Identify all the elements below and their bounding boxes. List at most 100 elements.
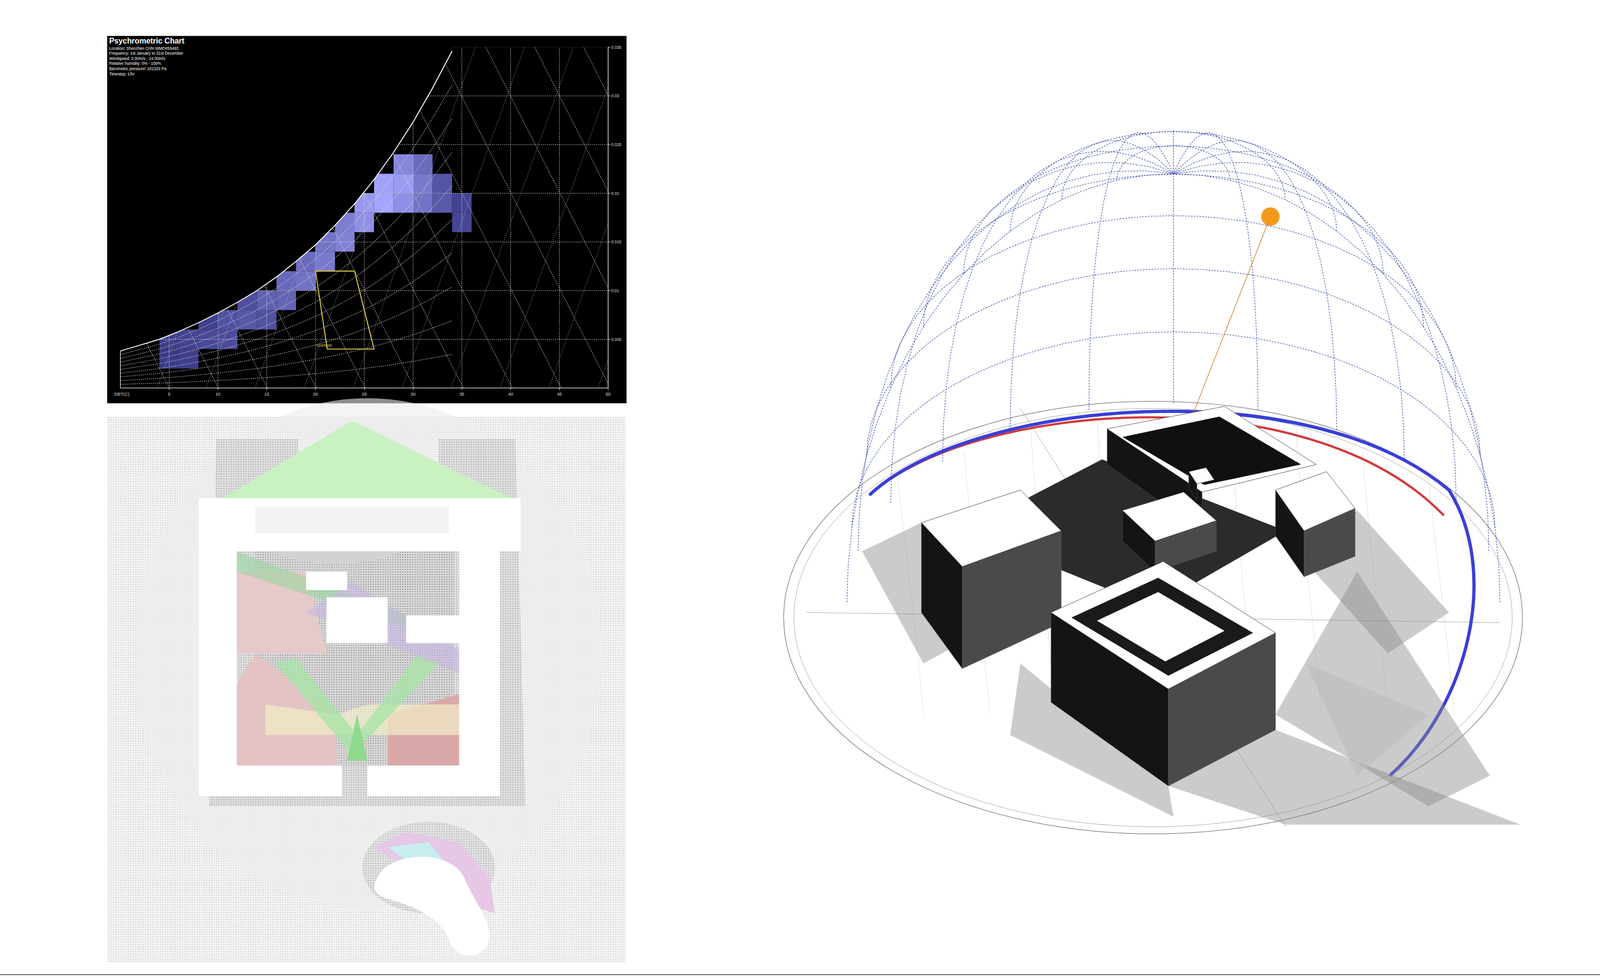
enthalpy-line — [0, 47, 121, 389]
building-roof — [1096, 592, 1225, 662]
enthalpy-line — [289, 47, 464, 389]
y-tick-label: 0.035 — [611, 44, 622, 50]
y-tick — [607, 95, 610, 97]
rh-line — [120, 152, 453, 363]
left-edge — [119, 351, 121, 389]
bottom-rule — [0, 974, 1600, 976]
x-axis-label: DBT(C) — [114, 391, 130, 397]
density-cell — [373, 192, 394, 213]
rh-line — [120, 219, 453, 370]
enthalpy-line — [93, 47, 268, 389]
wetbulb-line — [450, 47, 574, 389]
rh-line — [120, 185, 453, 366]
chart-panel — [107, 35, 627, 403]
density-cell — [218, 310, 238, 330]
wetbulb-line — [108, 47, 231, 389]
plan-halo — [132, 398, 602, 909]
building-roof — [1051, 561, 1276, 690]
enthalpy-line — [485, 47, 660, 389]
wetbulb-line — [696, 47, 819, 389]
density-cell — [432, 192, 452, 213]
azimuth-line — [942, 151, 1174, 462]
x-tick-label: 45 — [556, 391, 562, 397]
wetbulb-line — [254, 47, 378, 389]
x-tick-label: 30 — [410, 391, 416, 397]
sun — [1261, 207, 1280, 226]
chart-subtitle: Timestep: 1/hr — [109, 72, 135, 77]
azimuth-line — [1010, 140, 1174, 430]
density-cell — [198, 310, 218, 330]
rh-line — [120, 253, 453, 374]
enthalpy-line — [436, 47, 611, 389]
grid-line — [120, 144, 608, 145]
plan-building — [459, 498, 500, 797]
grid-line — [607, 47, 609, 389]
density-cell — [178, 349, 199, 369]
plan-ray — [346, 714, 368, 761]
wetbulb-line — [744, 47, 868, 389]
chart-title: Psychrometric Chart — [109, 36, 185, 45]
rh-line — [120, 286, 453, 377]
wetbulb-line — [304, 47, 427, 389]
density-cell — [393, 154, 414, 174]
enthalpy-line — [44, 47, 219, 389]
site-plan — [107, 398, 626, 963]
y-tick-label: 0.03 — [611, 93, 620, 99]
x-tick-label: 20 — [312, 391, 318, 397]
y-tick — [607, 339, 610, 340]
y-axis — [607, 47, 609, 389]
x-tick-label: 10 — [215, 391, 221, 397]
y-tick-label: 0.02 — [611, 191, 620, 196]
y-tick — [607, 46, 610, 48]
wetbulb-line — [500, 47, 623, 389]
azimuth-line — [1088, 132, 1174, 411]
building-roof — [1275, 471, 1356, 531]
plan-building — [306, 571, 347, 591]
enthalpy-line — [240, 47, 415, 389]
enthalpy-line — [0, 47, 170, 389]
x-tick — [315, 387, 316, 390]
building-roof — [1188, 467, 1215, 485]
x-tick — [461, 387, 462, 390]
y-tick-label: 0.015 — [611, 239, 622, 245]
x-tick-label: 25 — [361, 391, 367, 397]
rh-line — [120, 320, 453, 381]
plan-building — [406, 615, 480, 644]
grid-line — [510, 47, 511, 389]
enthalpy-line — [534, 47, 709, 389]
density-cell — [393, 173, 414, 193]
x-tick-label: 15 — [264, 391, 269, 397]
building-roof — [1107, 406, 1317, 492]
grid-line — [120, 290, 608, 291]
azimuth-line — [1173, 129, 1174, 404]
enthalpy-line — [632, 47, 807, 389]
grid-line — [461, 47, 462, 389]
x-tick — [559, 387, 560, 390]
grid-line — [120, 95, 608, 97]
azimuth-line — [1173, 140, 1337, 430]
x-tick — [217, 387, 219, 390]
comfort-label: Comfort — [316, 342, 332, 348]
grid-line — [315, 47, 316, 389]
density-cell — [413, 154, 433, 174]
building-roof — [1122, 491, 1217, 541]
plan-building — [198, 765, 342, 797]
chart-subtitle: Location: Shenzhen CHN WMO#59493 — [109, 46, 179, 51]
plan-building — [367, 765, 500, 797]
building-roof — [921, 489, 1062, 567]
density-cell — [432, 173, 452, 193]
wetbulb-line — [548, 47, 672, 389]
grid-line — [120, 339, 608, 340]
saturation-curve — [120, 51, 453, 352]
grid-line — [120, 241, 608, 243]
x-tick-label: 35 — [459, 391, 465, 397]
x-tick — [266, 387, 267, 390]
wetbulb-line — [793, 47, 917, 389]
grid-line — [559, 47, 560, 389]
y-tick-label: 0.025 — [611, 142, 622, 148]
enthalpy-line — [387, 47, 562, 389]
buildings — [921, 406, 1356, 786]
sun-path-view — [783, 129, 1523, 834]
enthalpy-line — [192, 47, 366, 389]
wetbulb-line — [401, 47, 525, 389]
